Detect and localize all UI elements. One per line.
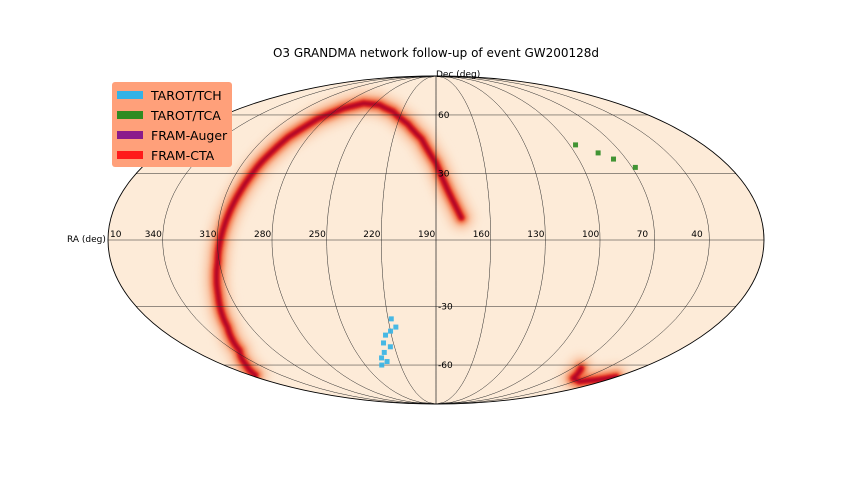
legend: TAROT/TCH TAROT/TCA FRAM-Auger FRAM-CTA — [112, 82, 232, 167]
legend-label: TAROT/TCA — [151, 107, 221, 123]
observation-tiles — [379, 142, 638, 368]
legend-swatch — [117, 111, 143, 119]
legend-label: FRAM-Auger — [151, 127, 228, 143]
legend-label: FRAM-CTA — [151, 147, 215, 163]
ra-tick-label: 130 — [527, 230, 544, 240]
observation-tile — [632, 164, 638, 170]
dec-axis-label: Dec (deg) — [436, 70, 480, 80]
ra-tick-label: 160 — [473, 230, 490, 240]
observation-tile — [388, 316, 394, 322]
observation-tile — [379, 362, 385, 368]
chart-title: O3 GRANDMA network follow-up of event GW… — [273, 46, 599, 60]
ra-tick-label: 310 — [199, 230, 216, 240]
observation-tile — [611, 156, 617, 162]
legend-item-tarot-tch: TAROT/TCH — [112, 85, 232, 105]
dec-tick-label: 30 — [438, 170, 450, 180]
probability-heatmap — [199, 86, 633, 399]
observation-tile — [393, 324, 399, 330]
legend-swatch — [117, 91, 143, 99]
legend-swatch — [117, 151, 143, 159]
observation-tile — [387, 344, 393, 350]
probability-core — [215, 101, 618, 383]
legend-item-fram-cta: FRAM-CTA — [112, 145, 232, 165]
legend-item-tarot-tca: TAROT/TCA — [112, 105, 232, 125]
coordinate-grid — [108, 75, 764, 405]
observation-tile — [384, 359, 390, 365]
observation-tile — [573, 142, 579, 148]
observation-tile — [388, 328, 394, 334]
ra-tick-label: 10 — [110, 230, 122, 240]
ra-axis-label: RA (deg) — [67, 235, 106, 245]
observation-tile — [381, 340, 387, 346]
observation-tile — [595, 150, 601, 156]
legend-label: TAROT/TCH — [151, 87, 222, 103]
map-border — [107, 75, 765, 405]
ra-tick-label: 280 — [254, 230, 271, 240]
ra-tick-label: 340 — [145, 230, 162, 240]
observation-tile — [379, 355, 385, 361]
ra-tick-label: 70 — [637, 230, 649, 240]
dec-tick-label: -30 — [438, 302, 453, 312]
ra-tick-label: 100 — [582, 230, 599, 240]
ra-tick-label: 40 — [691, 230, 703, 240]
observation-tile — [383, 332, 389, 338]
dec-tick-label: -60 — [438, 361, 453, 371]
legend-item-fram-auger: FRAM-Auger — [112, 125, 232, 145]
ra-tick-label: 220 — [363, 230, 380, 240]
ra-tick-label: 190 — [418, 230, 435, 240]
legend-swatch — [117, 131, 143, 139]
observation-tile — [381, 349, 387, 355]
ra-tick-label: 250 — [309, 230, 326, 240]
dec-tick-label: 60 — [438, 111, 450, 121]
